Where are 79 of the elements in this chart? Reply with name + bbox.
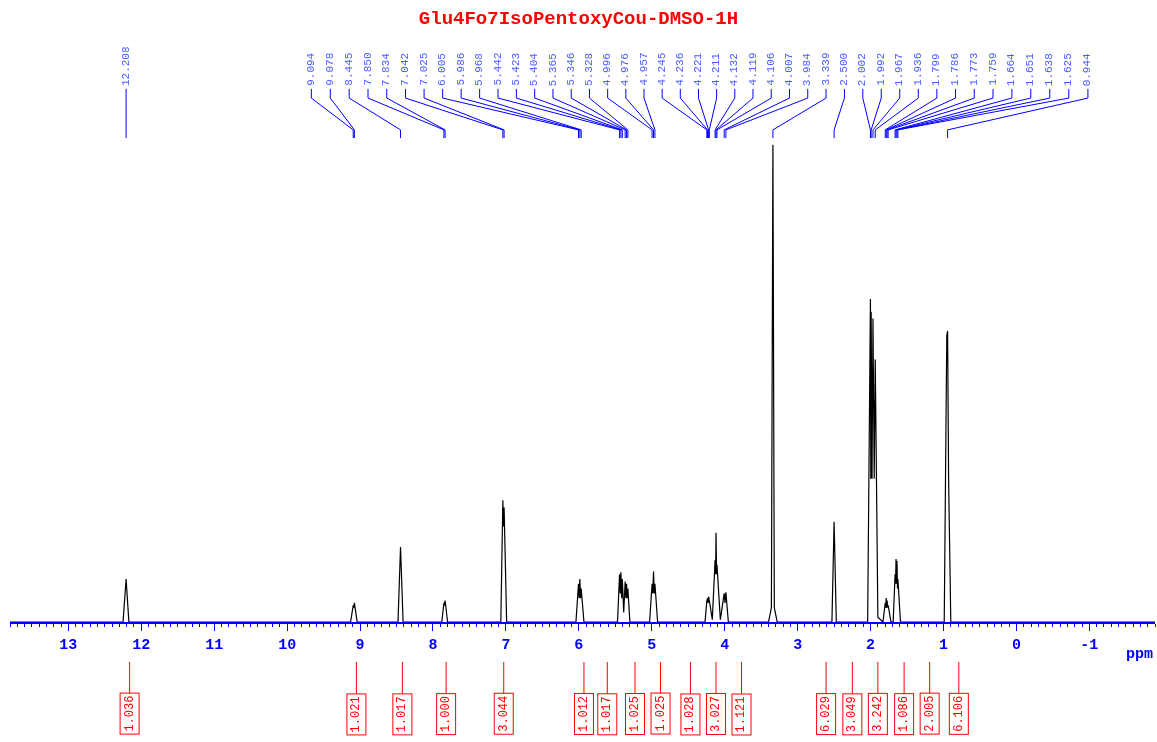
annotation: 1.786 (949, 52, 962, 86)
annotation: 1.638 (1043, 53, 1056, 87)
annotation: 4.976 (619, 53, 632, 87)
annotation: 2.500 (837, 52, 850, 86)
annotation: 1.017 (395, 696, 410, 733)
annotation: 7.042 (399, 52, 412, 86)
annotation: 1.000 (439, 696, 454, 733)
annotation: 1.036 (122, 695, 137, 732)
x-tick-label: 11 (205, 637, 224, 654)
annotation: 8.445 (342, 52, 355, 86)
x-tick-label: 1 (938, 637, 949, 654)
annotation: 9.094 (304, 52, 317, 86)
annotation: 5.968 (473, 53, 486, 87)
annotation: 3.339 (819, 52, 832, 86)
annotation: 2.002 (856, 53, 869, 87)
annotation: 4.211 (710, 52, 723, 87)
annotation: 5.365 (546, 53, 559, 87)
x-tick-label: 4 (720, 637, 730, 654)
x-tick-label: 6 (574, 637, 584, 654)
annotation: 7.850 (361, 52, 374, 86)
annotation: 1.086 (897, 696, 912, 733)
x-tick-label: 8 (428, 637, 438, 654)
annotation: 3.044 (496, 695, 511, 732)
annotation: 1.625 (1062, 53, 1075, 87)
annotation: 5.346 (564, 52, 577, 86)
annotation: 4.106 (764, 52, 777, 86)
x-tick-label: 12 (132, 637, 151, 654)
annotation: 7.025 (417, 52, 430, 86)
annotation: 1.992 (874, 52, 887, 86)
annotation: 9.078 (323, 52, 336, 86)
annotation: 4.996 (601, 53, 614, 87)
annotation: 1.012 (576, 695, 591, 732)
annotation: 6.106 (951, 695, 966, 732)
annotation: 4.221 (692, 52, 705, 86)
annotation: 5.328 (583, 52, 596, 86)
annotation: 3.027 (708, 695, 723, 732)
annotation: 1.651 (1024, 52, 1037, 87)
annotation: 1.021 (349, 696, 364, 733)
annotation: 1.664 (1005, 52, 1018, 87)
annotation: 4.119 (746, 52, 759, 86)
annotation: 3.242 (870, 695, 885, 732)
annotation: 1.025 (653, 695, 668, 732)
annotation: 3.984 (801, 52, 814, 87)
annotation: 1.017 (600, 696, 615, 733)
annotation: 5.442 (491, 52, 504, 86)
chart-title: Glu4Fo7IsoPentoxyCou-DMSO-1H (418, 8, 739, 31)
x-axis-title: ppm (1126, 646, 1154, 663)
annotation: 1.936 (911, 52, 924, 86)
annotation: 5.404 (528, 52, 541, 87)
annotation: 1.028 (683, 696, 698, 733)
annotation: 3.049 (845, 696, 860, 733)
x-tick-label: 10 (278, 637, 297, 654)
annotation: 1.967 (893, 53, 906, 87)
annotation: 1.025 (628, 695, 643, 733)
annotation: 5.986 (454, 52, 467, 86)
x-tick-label: 5 (647, 637, 657, 654)
x-tick-label: 9 (355, 637, 365, 654)
annotation: 12.208 (120, 46, 133, 87)
annotation: 6.005 (436, 53, 449, 87)
annotation: 4.007 (783, 52, 796, 86)
annotation: 4.132 (728, 53, 741, 87)
annotation: 1.799 (930, 53, 943, 87)
x-tick-label: 7 (501, 637, 511, 654)
x-tick-label: 13 (59, 637, 78, 654)
annotation: 4.236 (673, 52, 686, 86)
annotation: 1.759 (986, 52, 999, 86)
annotation: 2.005 (922, 695, 937, 732)
annotation: 5.423 (509, 52, 522, 86)
x-tick-label: -1 (1080, 637, 1099, 654)
annotation: 4.957 (637, 52, 650, 86)
annotation: 0.944 (1081, 52, 1094, 87)
annotation: 1.773 (967, 52, 980, 86)
annotation: 1.121 (734, 696, 749, 733)
annotation: 4.245 (655, 52, 668, 86)
annotation: 7.834 (380, 52, 393, 87)
annotation: 6.029 (819, 696, 834, 733)
x-tick-label: 3 (793, 637, 803, 654)
x-tick-label: 2 (866, 637, 876, 654)
x-tick-label: 0 (1011, 637, 1021, 654)
